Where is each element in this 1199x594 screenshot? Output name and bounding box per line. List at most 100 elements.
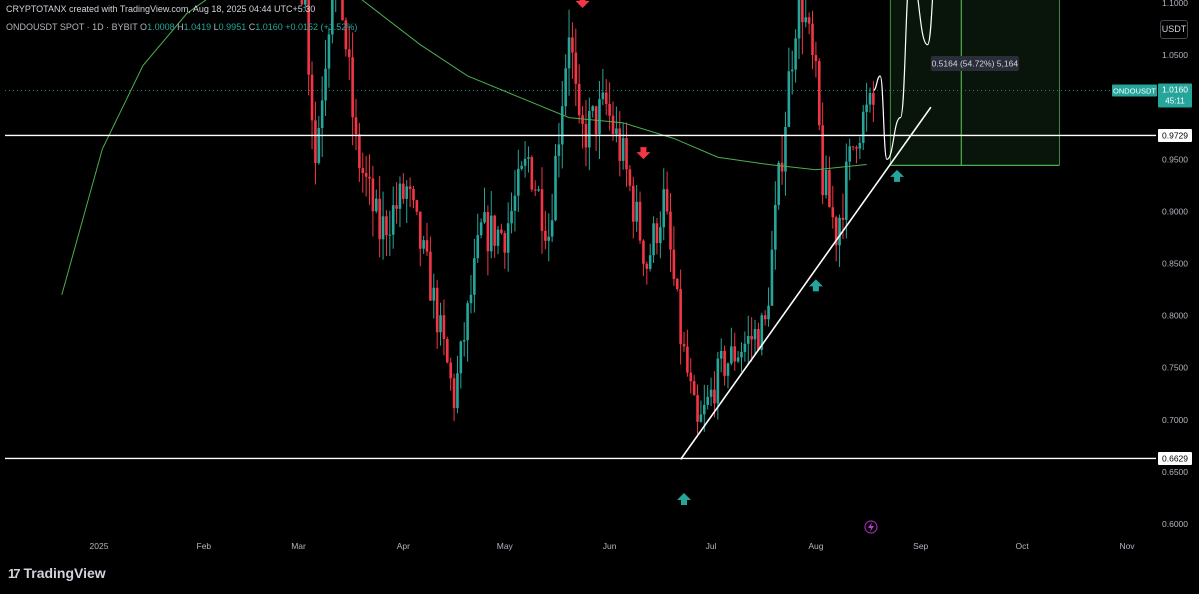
candle <box>824 155 828 199</box>
level-price-label-bg <box>1158 451 1192 465</box>
candle <box>385 210 388 256</box>
candle <box>645 261 649 285</box>
close-label: C <box>248 22 256 32</box>
candle <box>760 312 764 356</box>
candle <box>834 215 838 262</box>
candle <box>780 135 784 185</box>
low-value: 0.9951 <box>218 22 247 32</box>
candle <box>476 213 480 263</box>
y-tick-label: 0.6000 <box>1162 519 1188 529</box>
candle <box>790 50 794 95</box>
candle <box>868 87 872 113</box>
candle <box>442 299 446 356</box>
candle <box>763 310 767 326</box>
currency-button[interactable]: USDT <box>1160 20 1188 39</box>
candle <box>811 10 814 70</box>
tradingview-logo[interactable]: 17 TradingView <box>8 565 106 581</box>
candle <box>706 385 709 410</box>
candle <box>513 170 517 232</box>
candle <box>523 141 527 178</box>
close-value: 1.0160 <box>255 22 283 32</box>
symbol-name[interactable]: ONDOUSDT SPOT · 1D · BYBIT <box>6 22 138 32</box>
candle <box>631 176 635 239</box>
candle <box>391 186 395 249</box>
candle <box>324 40 327 117</box>
candle <box>405 180 409 223</box>
candle <box>581 105 584 149</box>
candle <box>598 81 601 160</box>
candle <box>746 315 750 366</box>
candle <box>449 357 452 391</box>
candle <box>692 374 696 396</box>
level-price-label-bg <box>1158 128 1192 142</box>
candle <box>489 191 493 259</box>
candle <box>303 0 307 11</box>
candle <box>314 101 317 185</box>
y-tick-label: 0.7000 <box>1162 415 1188 425</box>
candle <box>554 144 557 222</box>
candle <box>550 193 554 243</box>
candle <box>473 238 476 313</box>
candle <box>851 146 855 151</box>
candle <box>415 200 419 216</box>
moving-average-line <box>61 0 867 295</box>
candle <box>500 223 503 235</box>
symbol-legend[interactable]: ONDOUSDT SPOT · 1D · BYBIT O1.0008 H1.04… <box>6 22 357 32</box>
candle <box>659 211 662 259</box>
tradingview-logo-icon: 17 <box>8 565 21 581</box>
buy-arrow-icon <box>677 492 692 505</box>
bar-countdown: 45:11 <box>1165 97 1185 106</box>
candle <box>466 300 469 362</box>
candle <box>784 111 787 196</box>
candle <box>300 0 304 5</box>
candle <box>310 61 314 150</box>
candle <box>675 277 679 292</box>
candle <box>723 345 726 386</box>
y-tick-label: 0.6500 <box>1162 467 1188 477</box>
change-value: +0.0152 (+1.52%) <box>285 22 358 32</box>
candle <box>506 202 510 272</box>
y-tick-label: 0.8000 <box>1162 311 1188 321</box>
candle <box>767 287 770 327</box>
candle <box>750 317 753 362</box>
candle <box>483 187 486 224</box>
level-price-label: 0.9729 <box>1162 130 1188 140</box>
candle <box>479 218 483 239</box>
candle <box>821 102 824 205</box>
candle <box>567 9 571 96</box>
candle <box>740 342 743 372</box>
y-tick-label: 0.9500 <box>1162 154 1188 164</box>
candle <box>418 211 422 267</box>
candle <box>733 332 737 371</box>
candle <box>774 181 777 270</box>
candle <box>686 329 689 377</box>
candle <box>537 185 540 192</box>
x-tick-label: Mar <box>291 541 306 551</box>
candle <box>486 205 490 276</box>
x-tick-label: Jul <box>706 541 717 551</box>
target-zone <box>890 0 1060 166</box>
candle <box>533 180 537 196</box>
x-tick-label: Nov <box>1119 541 1135 551</box>
candle <box>753 319 757 354</box>
y-tick-label: 1.0500 <box>1162 50 1188 60</box>
candle <box>530 155 534 192</box>
candle <box>801 0 804 55</box>
support-trendline <box>679 106 932 460</box>
candle <box>787 47 791 128</box>
current-price-label: 1.0160 <box>1162 85 1188 95</box>
candle <box>655 218 659 255</box>
candle <box>327 27 331 88</box>
candle <box>517 149 520 212</box>
high-value: 1.0419 <box>183 22 212 32</box>
candle <box>601 68 605 106</box>
candle <box>699 400 703 423</box>
y-tick-label: 0.9000 <box>1162 206 1188 216</box>
low-label: L <box>213 22 219 32</box>
candle <box>564 54 567 116</box>
candle <box>817 58 821 131</box>
candle <box>831 185 835 229</box>
candle <box>577 64 581 124</box>
candle <box>703 384 706 432</box>
